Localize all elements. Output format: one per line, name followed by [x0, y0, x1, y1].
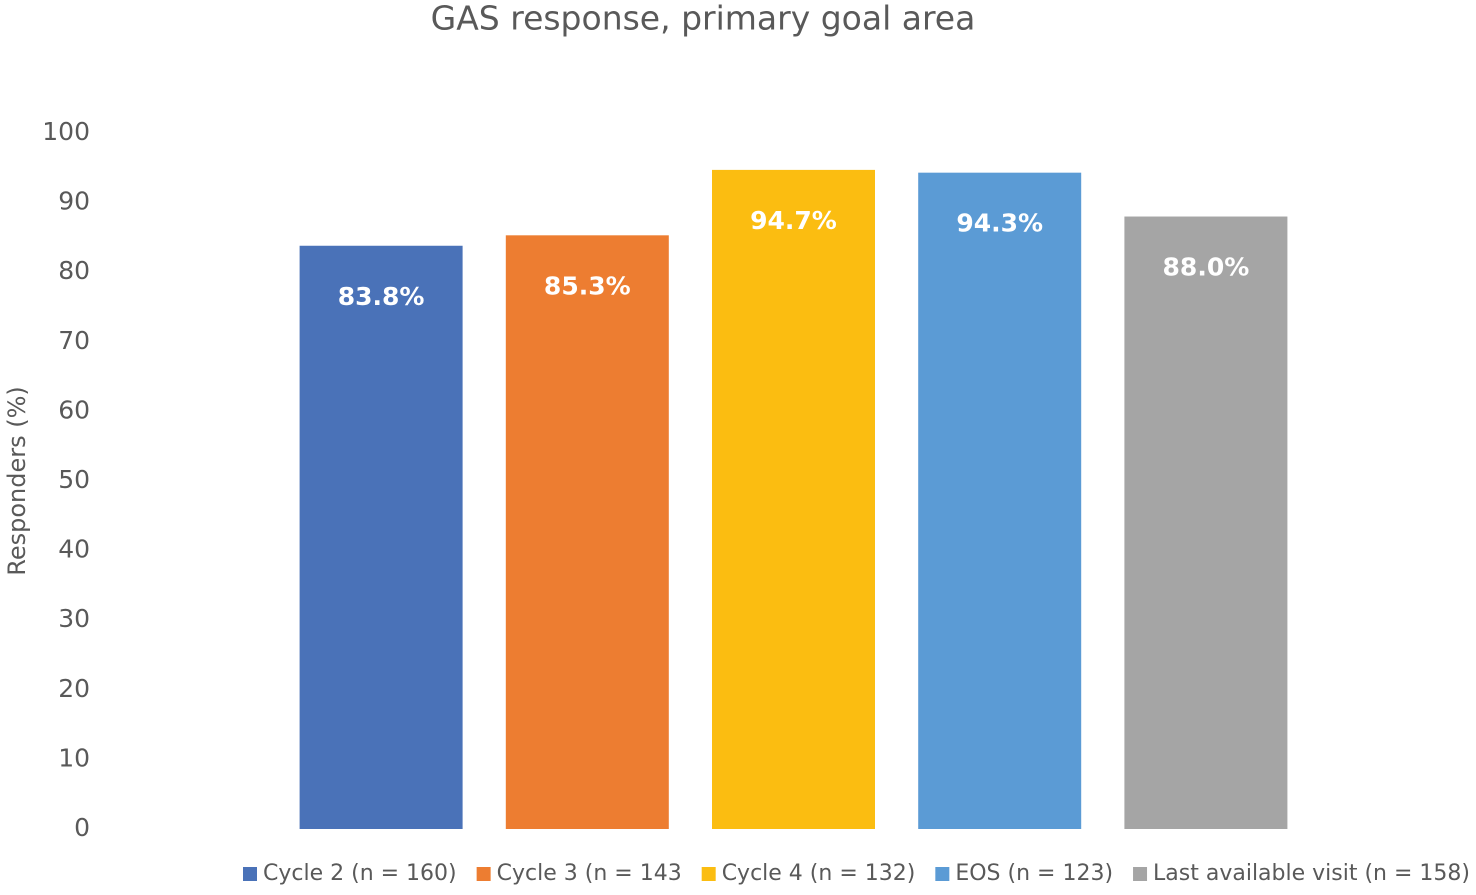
y-tick-label: 10 — [58, 743, 90, 772]
legend-label: Cycle 4 (n = 132) — [722, 861, 916, 886]
bar — [712, 169, 875, 829]
y-tick-label: 20 — [58, 674, 90, 703]
y-tick-label: 60 — [58, 395, 90, 424]
data-label: 88.0% — [1163, 253, 1250, 282]
legend-swatch — [701, 867, 716, 881]
legend-swatch — [243, 867, 257, 881]
legend-swatch — [476, 867, 491, 881]
bar — [299, 245, 463, 829]
y-tick-label: 0 — [74, 813, 90, 842]
legend-label: EOS (n = 123) — [955, 861, 1113, 886]
y-tick-label: 50 — [58, 465, 90, 494]
legend-label: Cycle 3 (n = 143 — [497, 861, 682, 886]
bar — [1124, 216, 1288, 829]
bar — [918, 172, 1082, 829]
y-tick-label: 100 — [42, 117, 90, 146]
chart-title: GAS response, primary goal area — [431, 0, 976, 38]
y-axis-label: Responders (%) — [3, 386, 31, 576]
y-tick-label: 80 — [58, 256, 90, 285]
data-label: 85.3% — [544, 271, 631, 300]
y-tick-label: 70 — [58, 326, 90, 355]
y-tick-label: 90 — [58, 187, 90, 216]
data-label: 94.7% — [750, 206, 837, 235]
data-label: 83.8% — [338, 282, 425, 311]
data-label: 94.3% — [956, 209, 1043, 238]
bar — [505, 235, 669, 829]
legend-label: Last available visit (n = 158) — [1153, 861, 1470, 886]
y-tick-label: 40 — [58, 535, 90, 564]
legend-swatch — [1133, 867, 1148, 881]
legend-swatch — [935, 867, 950, 881]
legend-label: Cycle 2 (n = 160) — [263, 861, 457, 886]
y-tick-label: 30 — [58, 604, 90, 633]
